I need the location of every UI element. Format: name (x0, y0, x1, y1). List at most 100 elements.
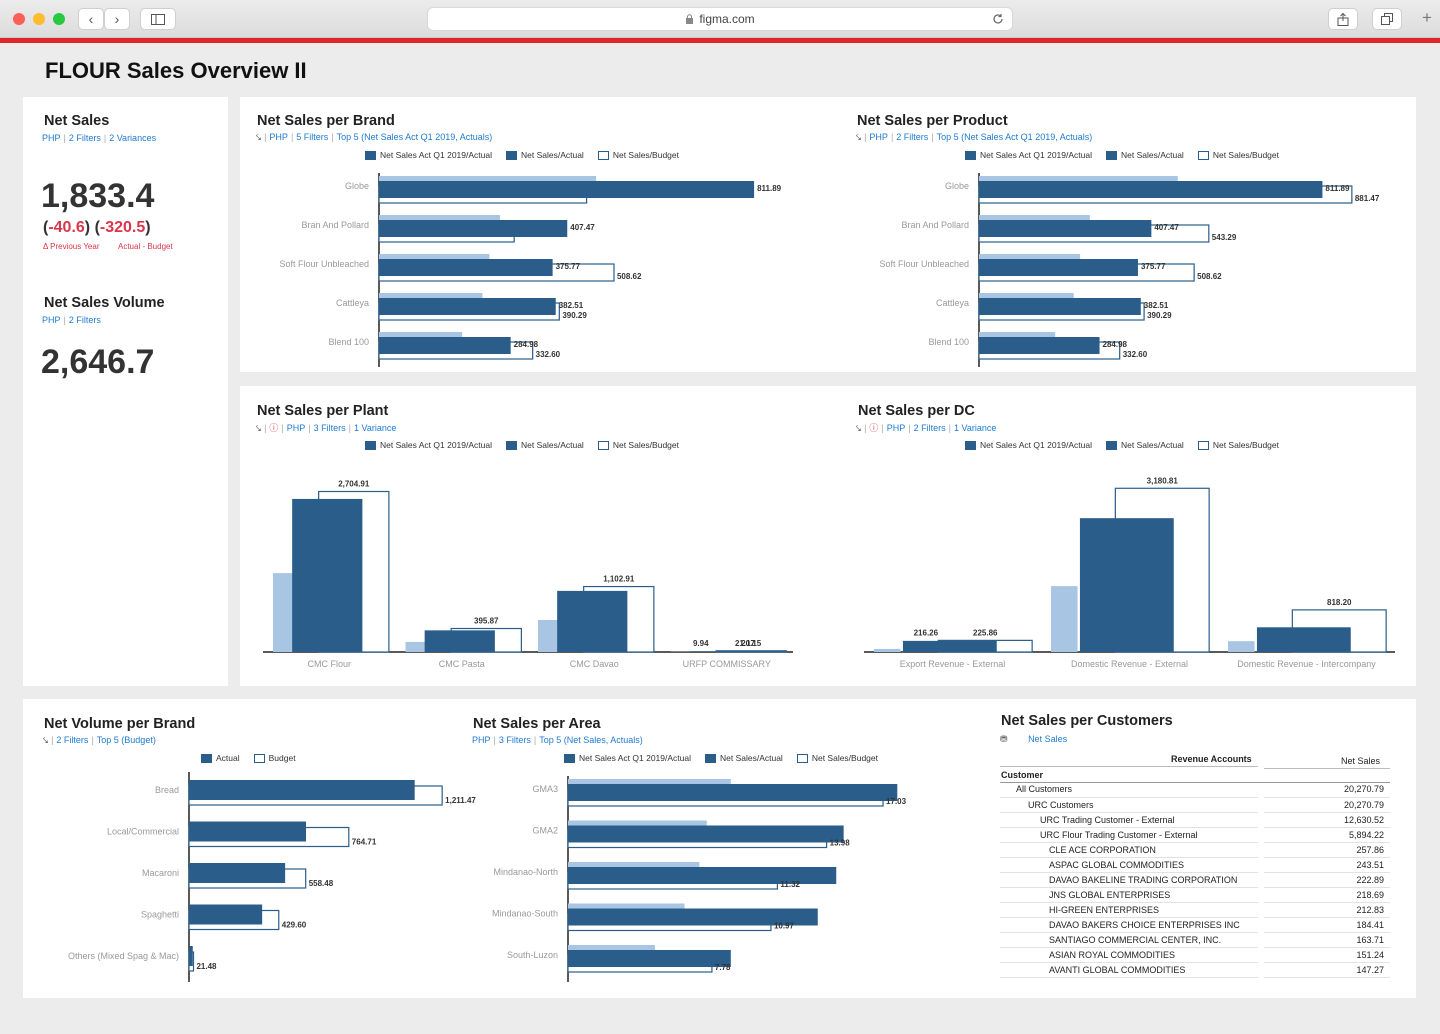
currency-link[interactable]: PHP (886, 423, 906, 433)
legend-item[interactable]: Net Sales/Actual (704, 753, 783, 763)
table-row[interactable]: HI-GREEN ENTERPRISES 212.83 (1000, 902, 1390, 918)
legend-item[interactable]: Net Sales/Actual (1105, 440, 1184, 450)
net-sales-volume-value: 2,646.7 (41, 343, 155, 381)
table-row[interactable]: JNS GLOBAL ENTERPRISES 218.69 (1000, 887, 1390, 903)
sidebar-icon (151, 13, 165, 25)
reload-icon[interactable] (992, 13, 1004, 25)
minimize-window-button[interactable] (33, 13, 45, 25)
app-header-bar (0, 38, 1440, 43)
legend-item[interactable]: Net Sales/Budget (1197, 440, 1279, 450)
forward-button[interactable]: › (104, 8, 130, 30)
back-button[interactable]: ‹ (78, 8, 104, 30)
chart-title-product: Net Sales per Product (857, 113, 1008, 129)
column-header-revenue-accounts: Revenue Accounts (1171, 754, 1252, 764)
net-sales-subtitle: PHP | 2 Filters | 2 Variances (42, 133, 157, 143)
table-row[interactable]: CLE ACE CORPORATION 257.86 (1000, 842, 1390, 858)
filters-link[interactable]: 2 Filters (56, 735, 89, 745)
kpi-card: Net Sales PHP | 2 Filters | 2 Variances 1,83… (23, 97, 228, 686)
hierarchy-icon[interactable]: ⤥ (256, 423, 262, 433)
legend-plant: Net Sales Act Q1 2019/Actual Net Sales/A… (365, 440, 679, 450)
chart-subtitle-brand: ⤥ | PHP | 5 Filters | Top 5 (Net Sales Act Q1 … (256, 132, 493, 142)
legend-item[interactable]: Actual (201, 753, 240, 763)
table-row[interactable]: URC Trading Customer - External 12,630.52 (1000, 812, 1390, 828)
legend-item[interactable]: Net Sales Act Q1 2019/Actual (965, 440, 1092, 450)
tabs-overview-button[interactable] (1372, 8, 1402, 30)
ranking-link[interactable]: Top 5 (Net Sales Act Q1 2019, Actuals) (936, 132, 1093, 142)
legend-item[interactable]: Budget (253, 753, 296, 763)
legend-item[interactable]: Net Sales/Actual (1105, 150, 1184, 160)
variance-link[interactable]: 1 Variance (954, 423, 997, 433)
address-bar[interactable]: figma.com (427, 7, 1013, 31)
legend-item[interactable]: Net Sales Act Q1 2019/Actual (365, 150, 492, 160)
ranking-link[interactable]: Top 5 (Net Sales, Actuals) (539, 735, 643, 745)
hierarchy-icon[interactable]: ⤥ (43, 735, 49, 745)
filters-link[interactable]: 2 Filters (68, 133, 101, 143)
legend-item[interactable]: Net Sales Act Q1 2019/Actual (564, 753, 691, 763)
close-window-button[interactable] (13, 13, 25, 25)
net-sales-title: Net Sales (44, 113, 110, 129)
currency-link[interactable]: PHP (869, 132, 888, 142)
table-title-customers: Net Sales per Customers (1001, 713, 1173, 729)
variance-previous-year-label: Δ Previous Year (43, 242, 100, 251)
customer-name: URC Flour Trading Customer - External (1000, 827, 1258, 843)
legend-item[interactable]: Net Sales/Actual (505, 440, 584, 450)
legend-item[interactable]: Net Sales/Budget (597, 440, 679, 450)
table-row[interactable]: DAVAO BAKERS CHOICE ENTERPRISES INC 184.4… (1000, 917, 1390, 933)
table-row[interactable]: All Customers 20,270.79 (1000, 782, 1390, 798)
filters-link[interactable]: 2 Filters (68, 315, 101, 325)
legend-item[interactable]: Net Sales Act Q1 2019/Actual (365, 440, 492, 450)
currency-link[interactable]: PHP (472, 735, 491, 745)
browser-toolbar: ‹ › figma.com + (0, 0, 1440, 38)
ranking-link[interactable]: Top 5 (Net Sales Act Q1 2019, Actuals) (336, 132, 493, 142)
hierarchy-icon[interactable]: ⤥ (856, 423, 862, 433)
measure-link[interactable]: Net Sales (1028, 734, 1068, 744)
legend-item[interactable]: Net Sales/Budget (1197, 150, 1279, 160)
net-sales-volume-subtitle: PHP | 2 Filters (42, 315, 101, 325)
chart-subtitle-product: ⤥ | PHP | 2 Filters | Top 5 (Net Sales Act Q1 … (856, 132, 1093, 142)
variance-link[interactable]: 1 Variance (354, 423, 397, 433)
maximize-window-button[interactable] (53, 13, 65, 25)
variance-budget-label: Actual - Budget (118, 242, 173, 251)
customer-name: DAVAO BAKELINE TRADING CORPORATION (1000, 872, 1258, 888)
net-sales-value: 212.83 (1264, 902, 1390, 918)
new-tab-button[interactable]: + (1422, 8, 1432, 27)
currency-link[interactable]: PHP (286, 423, 306, 433)
currency-link[interactable]: PHP (269, 132, 288, 142)
hierarchy-icon[interactable]: ⤥ (856, 132, 862, 142)
legend-item[interactable]: Net Sales/Budget (597, 150, 679, 160)
legend-item[interactable]: Net Sales/Actual (505, 150, 584, 160)
hierarchy-icon[interactable]: ⤥ (256, 132, 262, 142)
plant-dc-card (240, 386, 1416, 686)
legend-item[interactable]: Net Sales Act Q1 2019/Actual (965, 150, 1092, 160)
legend-item[interactable]: Net Sales/Budget (796, 753, 878, 763)
net-sales-variances: (-40.6) (-320.5) (43, 219, 151, 236)
share-button[interactable] (1328, 8, 1358, 30)
net-sales-value: 218.69 (1264, 887, 1390, 903)
variances-link[interactable]: 2 Variances (109, 133, 157, 143)
sidebar-toggle-button[interactable] (140, 8, 176, 30)
variance-budget: -320.5 (99, 219, 146, 236)
filters-link[interactable]: 3 Filters (498, 735, 531, 745)
table-row[interactable]: ASPAC GLOBAL COMMODITIES 243.51 (1000, 857, 1390, 873)
table-row[interactable]: URC Flour Trading Customer - External 5,8… (1000, 827, 1390, 843)
warning-icon[interactable]: ⓘ (269, 423, 279, 433)
filters-link[interactable]: 5 Filters (296, 132, 329, 142)
table-row[interactable]: SANTIAGO COMMERCIAL CENTER, INC. 163.71 (1000, 932, 1390, 948)
warning-icon[interactable]: ⓘ (869, 423, 879, 433)
filters-link[interactable]: 2 Filters (896, 132, 929, 142)
net-sales-value: 151.24 (1264, 947, 1390, 963)
table-row[interactable]: ASIAN ROYAL COMMODITIES 151.24 (1000, 947, 1390, 963)
chart-subtitle-plant: ⤥ | ⓘ | PHP | 3 Filters | 1 Variance (256, 423, 397, 433)
net-sales-value: 20,270.79 (1264, 782, 1390, 798)
column-header-net-sales: Net Sales (1341, 756, 1381, 766)
table-row[interactable]: AVANTI GLOBAL COMMODITIES 147.27 (1000, 962, 1390, 978)
filters-link[interactable]: 2 Filters (913, 423, 946, 433)
table-row[interactable]: URC Customers 20,270.79 (1000, 797, 1390, 813)
filters-link[interactable]: 3 Filters (313, 423, 346, 433)
lock-icon (686, 14, 694, 24)
table-row[interactable]: DAVAO BAKELINE TRADING CORPORATION 222.89 (1000, 872, 1390, 888)
ranking-link[interactable]: Top 5 (Budget) (96, 735, 156, 745)
currency-link[interactable]: PHP (42, 315, 61, 325)
currency-link[interactable]: PHP (42, 133, 61, 143)
chart-title-area: Net Sales per Area (473, 716, 601, 732)
